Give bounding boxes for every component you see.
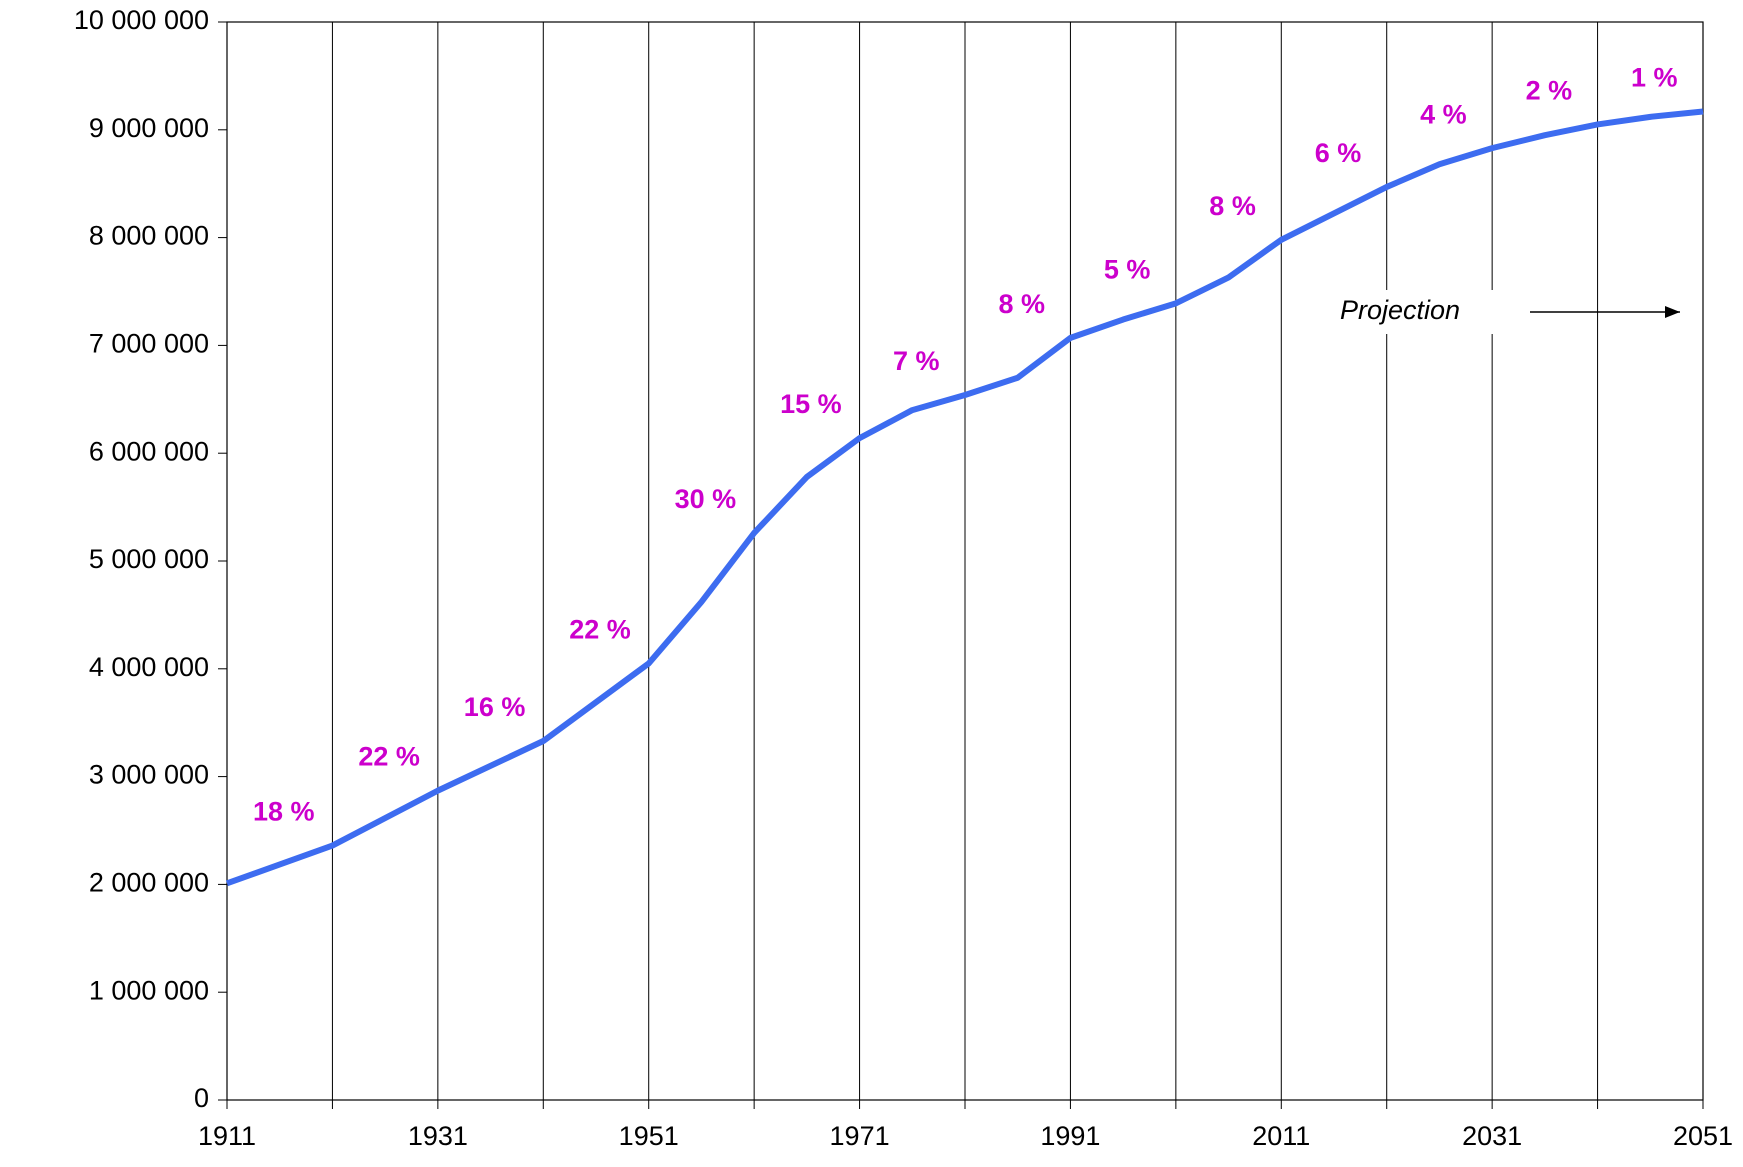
y-tick-label: 0 <box>194 1083 209 1113</box>
x-tick-label: 1971 <box>830 1121 890 1151</box>
y-tick-label: 7 000 000 <box>89 329 209 359</box>
growth-label: 4 % <box>1420 99 1467 129</box>
x-tick-label: 1931 <box>408 1121 468 1151</box>
growth-label: 6 % <box>1315 138 1362 168</box>
plot-border <box>226 21 1704 1101</box>
y-tick-label: 6 000 000 <box>89 436 209 466</box>
growth-label: 16 % <box>464 692 526 722</box>
growth-label: 22 % <box>358 742 420 772</box>
annotation-bg <box>1300 290 1505 334</box>
growth-label: 18 % <box>253 797 315 827</box>
x-tick-label: 2011 <box>1252 1121 1310 1151</box>
x-tick-label: 2051 <box>1673 1121 1733 1151</box>
y-tick-label: 10 000 000 <box>74 5 209 35</box>
growth-label: 1 % <box>1631 63 1678 93</box>
y-tick-label: 5 000 000 <box>89 544 209 574</box>
x-tick-label: 1951 <box>619 1121 679 1151</box>
growth-label: 7 % <box>893 346 940 376</box>
growth-label: 2 % <box>1526 76 1573 106</box>
y-tick-label: 8 000 000 <box>89 221 209 251</box>
growth-label: 22 % <box>569 615 631 645</box>
y-tick-label: 2 000 000 <box>89 868 209 898</box>
growth-label: 8 % <box>1209 191 1256 221</box>
y-tick-label: 1 000 000 <box>89 975 209 1005</box>
growth-label: 15 % <box>780 389 842 419</box>
y-tick-label: 9 000 000 <box>89 113 209 143</box>
x-tick-label: 1991 <box>1040 1121 1100 1151</box>
annotation: Projection <box>1340 295 1460 325</box>
growth-label: 5 % <box>1104 254 1151 284</box>
data-line <box>225 108 1704 887</box>
growth-label: 8 % <box>998 289 1045 319</box>
x-tick-label: 1911 <box>198 1121 256 1151</box>
y-tick-label: 3 000 000 <box>89 760 209 790</box>
x-tick-label: 2031 <box>1462 1121 1522 1151</box>
growth-label: 30 % <box>675 484 737 514</box>
y-tick-label: 4 000 000 <box>89 652 209 682</box>
